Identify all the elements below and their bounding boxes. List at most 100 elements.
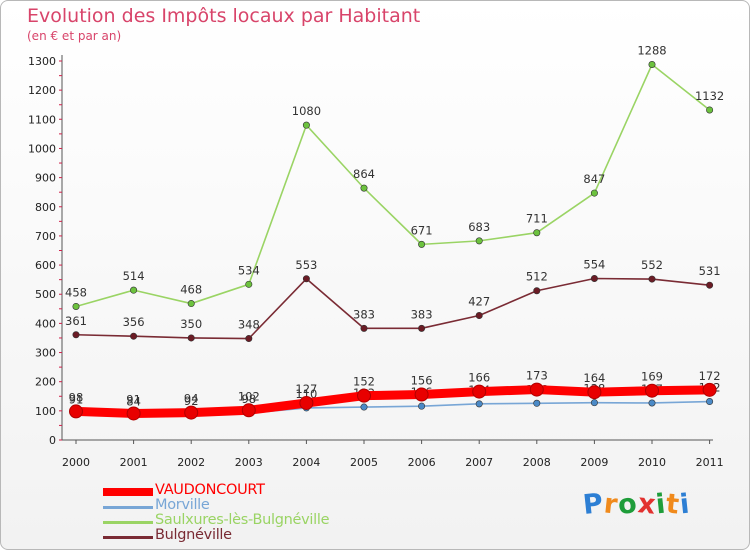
data-point bbox=[706, 106, 714, 114]
data-point bbox=[187, 300, 195, 308]
y-tick-label: 1200 bbox=[28, 84, 56, 97]
data-label: 512 bbox=[526, 270, 548, 284]
legend-swatch bbox=[103, 488, 153, 496]
data-label: 514 bbox=[123, 269, 145, 283]
data-label: 172 bbox=[699, 369, 721, 383]
data-label: 350 bbox=[180, 317, 202, 331]
data-point bbox=[590, 274, 598, 282]
data-point bbox=[529, 382, 544, 397]
data-label: 553 bbox=[295, 258, 317, 272]
y-tick-label: 0 bbox=[49, 434, 56, 447]
x-tick-label: 2003 bbox=[235, 456, 263, 469]
data-label: 383 bbox=[411, 307, 433, 321]
data-label: 554 bbox=[583, 257, 605, 271]
data-point bbox=[648, 399, 656, 407]
x-tick-label: 2007 bbox=[465, 456, 493, 469]
legend-label: Saulxures-lès-Bulgnéville bbox=[155, 512, 330, 528]
data-point bbox=[72, 331, 80, 339]
legend-label: Bulgnéville bbox=[155, 527, 232, 543]
y-tick-label: 100 bbox=[35, 405, 56, 418]
data-label: 361 bbox=[65, 314, 87, 328]
data-point bbox=[533, 287, 541, 295]
y-tick-label: 400 bbox=[35, 317, 56, 330]
data-point bbox=[706, 281, 714, 289]
data-label: 173 bbox=[526, 369, 548, 383]
data-label: 98 bbox=[241, 392, 256, 406]
y-tick-label: 1100 bbox=[28, 113, 56, 126]
proxiti-logo: Proxiti bbox=[581, 487, 693, 522]
data-point bbox=[418, 324, 426, 332]
data-label: 102 bbox=[238, 389, 260, 403]
data-label: 91 bbox=[69, 392, 84, 406]
data-label: 84 bbox=[126, 395, 141, 409]
data-point bbox=[299, 395, 314, 410]
data-label: 348 bbox=[238, 318, 260, 332]
x-tick-label: 2002 bbox=[177, 456, 205, 469]
data-point bbox=[69, 404, 83, 419]
data-point bbox=[302, 121, 310, 129]
data-label: 864 bbox=[353, 167, 375, 181]
x-tick-label: 2001 bbox=[120, 456, 148, 469]
legend-swatch bbox=[103, 505, 153, 509]
legend-swatch bbox=[103, 520, 153, 524]
data-point bbox=[587, 385, 602, 400]
data-point bbox=[302, 275, 310, 283]
y-tick-label: 200 bbox=[35, 376, 56, 389]
data-label: 711 bbox=[526, 212, 548, 226]
y-tick-label: 1300 bbox=[28, 55, 56, 68]
data-point bbox=[706, 398, 714, 406]
data-label: 531 bbox=[699, 264, 721, 278]
data-point bbox=[187, 334, 195, 342]
x-tick-label: 2000 bbox=[62, 456, 90, 469]
data-label: 468 bbox=[180, 283, 202, 297]
data-point bbox=[245, 280, 253, 288]
data-label: 427 bbox=[468, 295, 490, 309]
chart-subtitle: (en € et par an) bbox=[27, 29, 122, 43]
data-point bbox=[472, 384, 487, 399]
data-point bbox=[648, 275, 656, 283]
series-line-1 bbox=[75, 277, 711, 340]
data-point bbox=[533, 399, 541, 407]
y-tick-label: 900 bbox=[35, 172, 56, 185]
data-label: 1080 bbox=[292, 104, 321, 118]
data-label: 164 bbox=[583, 371, 605, 385]
data-label: 458 bbox=[65, 285, 87, 299]
data-point bbox=[72, 302, 80, 310]
data-point bbox=[418, 402, 426, 410]
series-line-3 bbox=[71, 385, 715, 418]
data-point bbox=[475, 400, 483, 408]
data-point bbox=[702, 382, 717, 397]
data-label: 1288 bbox=[637, 43, 666, 57]
data-point bbox=[648, 60, 656, 68]
data-point bbox=[360, 403, 368, 411]
chart-title: Evolution des Impôts locaux par Habitant bbox=[27, 5, 421, 27]
data-label: 671 bbox=[411, 223, 433, 237]
data-point bbox=[533, 229, 541, 237]
data-label: 94 bbox=[184, 392, 199, 406]
data-label: 169 bbox=[641, 370, 663, 384]
data-label: 152 bbox=[353, 375, 375, 389]
data-point bbox=[360, 324, 368, 332]
x-tick-label: 2010 bbox=[638, 456, 666, 469]
data-point bbox=[357, 388, 371, 403]
data-label: 98 bbox=[69, 390, 84, 404]
y-tick-label: 500 bbox=[35, 288, 56, 301]
data-point bbox=[130, 332, 138, 340]
data-point bbox=[418, 240, 426, 248]
x-tick-label: 2011 bbox=[696, 456, 724, 469]
data-point bbox=[360, 184, 368, 192]
y-tick-label: 1000 bbox=[28, 142, 56, 155]
data-label: 683 bbox=[468, 220, 490, 234]
data-label: 110 bbox=[295, 387, 317, 401]
data-label: 91 bbox=[126, 392, 141, 406]
data-label: 92 bbox=[184, 394, 199, 408]
legend-label: VAUDONCOURT bbox=[155, 482, 265, 498]
data-point bbox=[184, 405, 199, 420]
y-tick-label: 300 bbox=[35, 347, 56, 360]
data-point bbox=[645, 383, 659, 398]
data-point bbox=[590, 189, 598, 197]
data-point bbox=[590, 399, 598, 407]
data-point bbox=[241, 403, 256, 418]
data-point bbox=[414, 387, 429, 402]
